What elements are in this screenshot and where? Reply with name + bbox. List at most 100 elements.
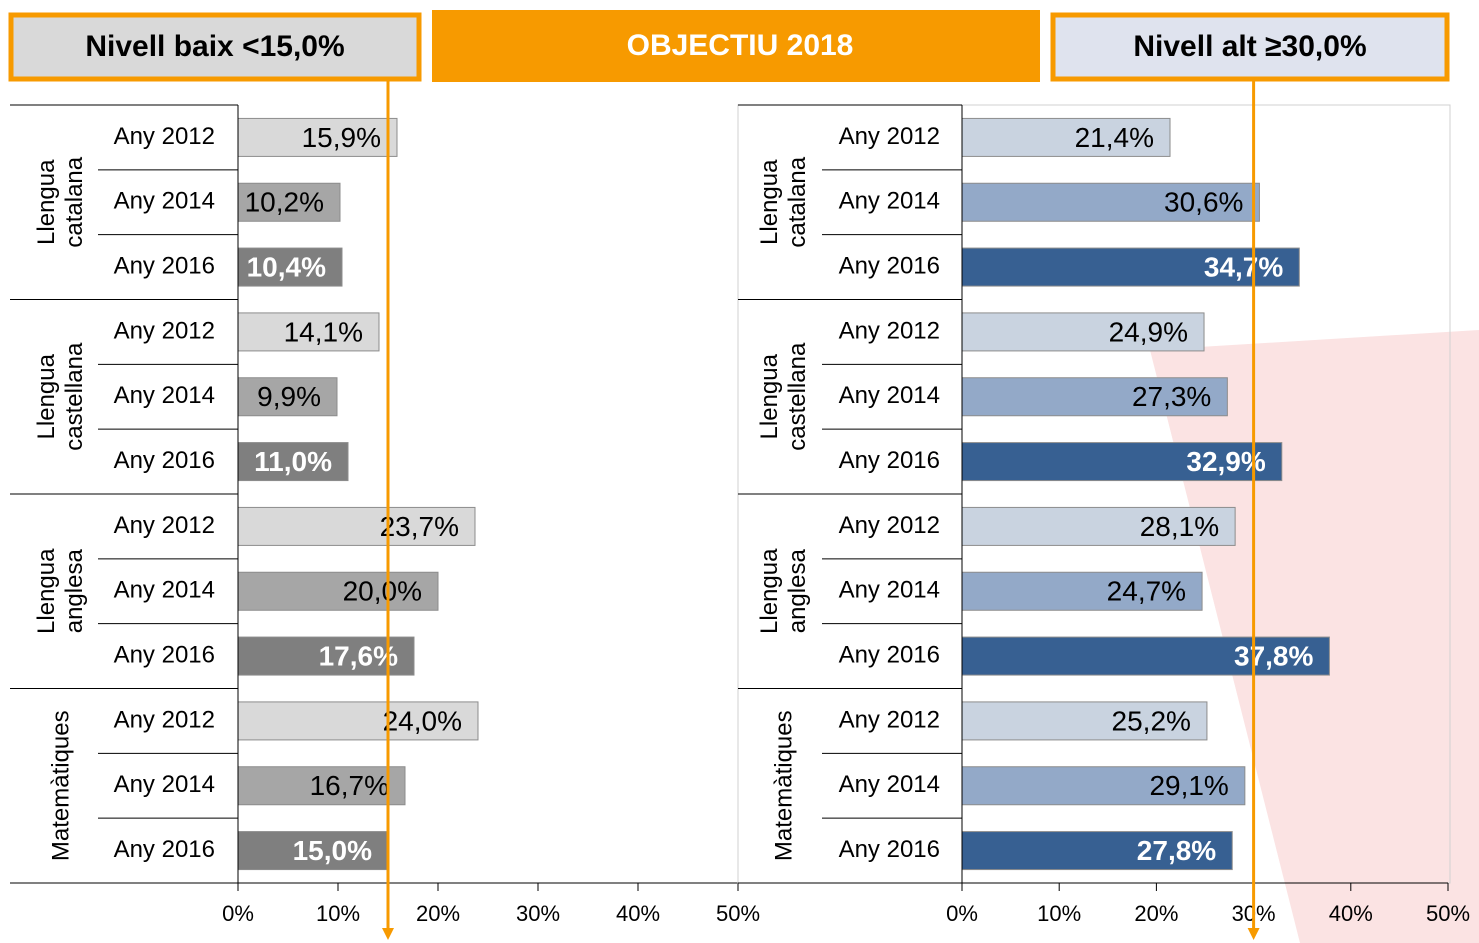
value-label: 30,6% (1164, 187, 1243, 218)
x-tick-label: 20% (416, 901, 460, 926)
group-label: Llenguaanglesa (756, 548, 811, 634)
value-label: 11,0% (254, 446, 332, 477)
category-label: Any 2014 (839, 188, 940, 215)
value-label: 21,4% (1075, 122, 1154, 153)
category-label: Any 2016 (114, 836, 215, 863)
target-arrow (382, 928, 394, 940)
category-label: Any 2012 (114, 123, 215, 150)
category-label: Any 2016 (114, 447, 215, 474)
category-label: Any 2016 (114, 641, 215, 668)
group-label: Llenguacastellana (756, 342, 811, 451)
bar (961, 701, 1208, 741)
group-label: Matemàtiques (770, 710, 797, 861)
value-label: 10,4% (247, 251, 326, 282)
x-tick-label: 40% (1329, 901, 1373, 926)
value-label: 16,7% (310, 770, 389, 801)
category-label: Any 2012 (839, 706, 940, 733)
category-label: Any 2012 (839, 317, 940, 344)
value-label: 9,9% (257, 381, 321, 412)
bar (961, 182, 1260, 222)
value-label: 27,3% (1132, 381, 1211, 412)
value-label: 27,8% (1137, 835, 1216, 866)
value-label: 25,2% (1112, 705, 1191, 736)
category-label: Any 2012 (114, 512, 215, 539)
bar (961, 506, 1236, 546)
x-tick-label: 10% (1037, 901, 1081, 926)
category-label: Any 2016 (839, 836, 940, 863)
bar (237, 117, 398, 157)
category-label: Any 2016 (839, 252, 940, 279)
bar (237, 831, 389, 871)
category-label: Any 2014 (114, 382, 215, 409)
bar (961, 312, 1205, 352)
high-label: Nivell alt ≥30,0% (1133, 30, 1366, 63)
category-label: Any 2014 (114, 188, 215, 215)
x-tick-label: 50% (716, 901, 760, 926)
x-tick-label: 50% (1426, 901, 1470, 926)
bar (237, 442, 349, 482)
bar (237, 506, 476, 546)
bar (961, 636, 1330, 676)
bar (961, 247, 1300, 287)
bar (237, 247, 343, 287)
x-tick-label: 30% (516, 901, 560, 926)
bar (237, 182, 341, 222)
category-label: Any 2014 (839, 577, 940, 604)
value-label: 28,1% (1140, 511, 1219, 542)
category-label: Any 2012 (839, 123, 940, 150)
bar (961, 377, 1228, 417)
bar (961, 571, 1203, 611)
category-label: Any 2012 (114, 317, 215, 344)
bar (961, 442, 1283, 482)
x-tick-label: 40% (616, 901, 660, 926)
category-label: Any 2016 (839, 641, 940, 668)
category-label: Any 2014 (839, 771, 940, 798)
value-label: 15,0% (293, 835, 372, 866)
low-box (8, 12, 422, 82)
group-label: Llenguacatalana (33, 156, 88, 247)
value-label: 24,0% (383, 705, 462, 736)
value-label: 23,7% (380, 511, 459, 542)
x-tick-label: 20% (1134, 901, 1178, 926)
watermark (1150, 330, 1479, 943)
value-label: 24,7% (1107, 576, 1186, 607)
category-label: Any 2014 (114, 577, 215, 604)
group-label: Matemàtiques (47, 710, 74, 861)
group-label: Llenguacastellana (33, 342, 88, 451)
bar (237, 377, 338, 417)
value-label: 20,0% (343, 576, 422, 607)
bar (961, 117, 1171, 157)
title-box (432, 10, 1040, 82)
bar (237, 312, 380, 352)
bar (237, 636, 415, 676)
bar (237, 766, 406, 806)
target-arrow (1247, 928, 1260, 940)
category-label: Any 2016 (839, 447, 940, 474)
category-label: Any 2014 (839, 382, 940, 409)
group-label: Llenguacatalana (756, 156, 811, 247)
value-label: 37,8% (1234, 640, 1313, 671)
category-label: Any 2012 (114, 706, 215, 733)
bar (961, 831, 1233, 871)
low-label: Nivell baix <15,0% (85, 30, 344, 63)
group-label: Llenguaanglesa (33, 548, 88, 634)
bar (237, 701, 479, 741)
x-tick-label: 0% (222, 901, 254, 926)
x-tick-label: 0% (946, 901, 978, 926)
title: OBJECTIU 2018 (627, 29, 854, 62)
bar (237, 571, 439, 611)
category-label: Any 2016 (114, 252, 215, 279)
value-label: 15,9% (302, 122, 381, 153)
value-label: 17,6% (319, 640, 398, 671)
value-label: 10,2% (245, 187, 324, 218)
x-tick-label: 10% (316, 901, 360, 926)
value-label: 29,1% (1149, 770, 1228, 801)
value-label: 14,1% (284, 316, 363, 347)
high-box (1050, 12, 1450, 82)
category-label: Any 2014 (114, 771, 215, 798)
value-label: 24,9% (1109, 316, 1188, 347)
value-label: 34,7% (1204, 251, 1283, 282)
category-label: Any 2012 (839, 512, 940, 539)
